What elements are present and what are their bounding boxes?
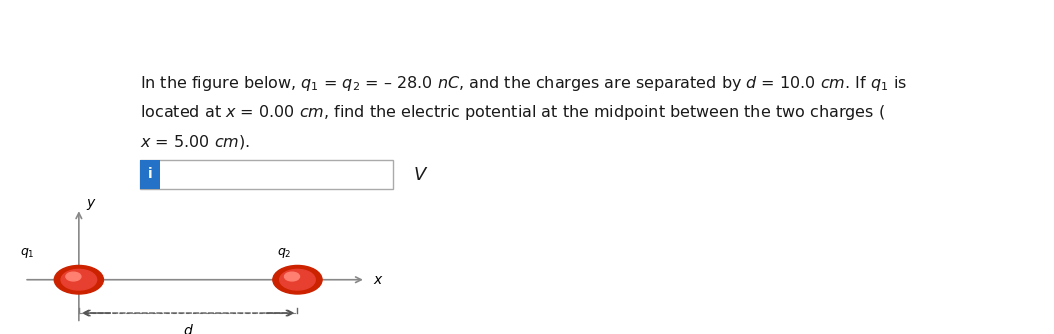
Text: $q_2$: $q_2$ (276, 246, 291, 260)
Text: $y$: $y$ (85, 197, 96, 212)
Circle shape (66, 272, 81, 281)
Text: In the figure below, $q_1$ = $q_2$ = – 28.0 $nC$, and the charges are separated : In the figure below, $q_1$ = $q_2$ = – 2… (140, 73, 906, 93)
Circle shape (54, 266, 103, 294)
Circle shape (279, 270, 315, 290)
Circle shape (285, 272, 299, 281)
Text: $q_1$: $q_1$ (20, 246, 35, 260)
Circle shape (61, 270, 97, 290)
Text: $x$: $x$ (373, 273, 384, 287)
Text: V: V (413, 166, 426, 184)
Circle shape (273, 266, 323, 294)
Text: i: i (148, 167, 152, 181)
Text: $d$: $d$ (182, 323, 194, 334)
FancyBboxPatch shape (140, 160, 393, 189)
Text: located at $x$ = 0.00 $cm$, find the electric potential at the midpoint between : located at $x$ = 0.00 $cm$, find the ele… (140, 103, 885, 122)
FancyBboxPatch shape (140, 160, 159, 189)
Text: $x$ = 5.00 $cm$).: $x$ = 5.00 $cm$). (140, 133, 250, 151)
